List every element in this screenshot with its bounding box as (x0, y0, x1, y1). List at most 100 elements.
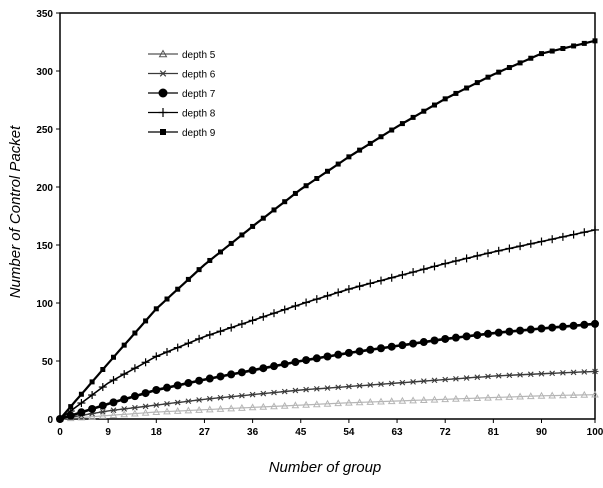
data-point (131, 409, 139, 417)
data-point (366, 382, 374, 388)
marker-stroke (142, 403, 149, 410)
marker-stroke (239, 392, 245, 399)
data-point (430, 336, 439, 345)
marker-stroke (410, 379, 416, 385)
data-point (409, 268, 418, 277)
data-point (88, 412, 96, 420)
data-point (495, 372, 503, 379)
data-point (409, 379, 417, 385)
data-point (516, 326, 525, 335)
data-point (57, 416, 63, 422)
data-point (152, 408, 161, 415)
data-point (494, 246, 503, 255)
data-point (152, 386, 161, 394)
data-point (441, 334, 450, 343)
data-point (302, 400, 310, 408)
data-point (260, 215, 266, 221)
data-point (248, 316, 257, 325)
data-point (131, 404, 139, 411)
marker-stroke (431, 377, 438, 384)
legend-marker (158, 88, 168, 98)
data-point (560, 45, 566, 51)
data-point (494, 328, 503, 337)
data-point (259, 402, 268, 410)
series-line (59, 229, 596, 420)
data-point (441, 395, 450, 403)
data-point (549, 48, 555, 54)
data-point (259, 312, 268, 321)
data-point (356, 382, 364, 389)
x-tick-label: 45 (295, 427, 307, 438)
data-point (228, 240, 234, 246)
legend-entry: depth 9 (148, 128, 216, 139)
data-point (389, 127, 395, 133)
data-point (526, 325, 535, 334)
y-axis-title: Number of Control Packet (7, 125, 24, 298)
data-point (441, 376, 449, 383)
data-point (366, 345, 375, 354)
marker-stroke (367, 382, 374, 388)
data-point (591, 368, 599, 375)
data-point (89, 379, 95, 385)
data-point (451, 256, 460, 265)
data-point (195, 405, 203, 413)
data-point (377, 344, 385, 353)
legend-entry: depth 5 (148, 49, 216, 61)
data-point (143, 318, 149, 324)
data-point (175, 286, 181, 292)
data-point (462, 332, 471, 341)
legend-marker (160, 129, 166, 135)
data-point (163, 407, 171, 415)
legend-marker (158, 108, 168, 117)
data-point (335, 161, 341, 167)
data-point (312, 295, 321, 304)
marker-stroke (99, 408, 106, 415)
data-point (453, 90, 459, 96)
x-tick-label: 0 (57, 427, 63, 438)
data-point (152, 352, 161, 361)
data-point (120, 406, 128, 412)
data-point (569, 391, 578, 399)
data-point (281, 388, 289, 395)
data-point (537, 324, 546, 333)
data-point (237, 320, 246, 329)
data-point (205, 374, 214, 383)
data-point (184, 379, 193, 388)
data-point (216, 404, 225, 412)
data-point (505, 327, 514, 336)
data-point (163, 400, 171, 407)
marker-stroke (346, 383, 352, 390)
plot-frame (59, 12, 596, 420)
data-point (345, 398, 353, 406)
data-point (206, 395, 214, 402)
marker-stroke (132, 404, 138, 411)
series-line (59, 322, 596, 421)
data-point (464, 85, 470, 91)
data-point (184, 406, 193, 414)
data-point (569, 321, 578, 330)
marker-stroke (164, 400, 170, 407)
data-point (473, 331, 482, 340)
data-point (409, 339, 418, 348)
marker-stroke (495, 372, 502, 379)
series-line (59, 39, 596, 420)
marker-stroke (378, 381, 384, 388)
data-point (580, 369, 588, 375)
data-point (367, 140, 373, 146)
legend-entry: depth 7 (148, 88, 216, 100)
data-point (130, 392, 139, 401)
data-point (250, 223, 256, 229)
data-point (398, 270, 407, 279)
data-point (291, 301, 300, 310)
marker-stroke (399, 379, 406, 386)
data-point (334, 384, 342, 391)
data-point (496, 69, 502, 75)
data-point (539, 51, 544, 57)
data-point (398, 341, 407, 350)
data-point (323, 399, 332, 407)
marker-stroke (570, 369, 577, 376)
data-point (526, 239, 535, 248)
data-point (291, 387, 299, 394)
data-point (398, 379, 406, 386)
